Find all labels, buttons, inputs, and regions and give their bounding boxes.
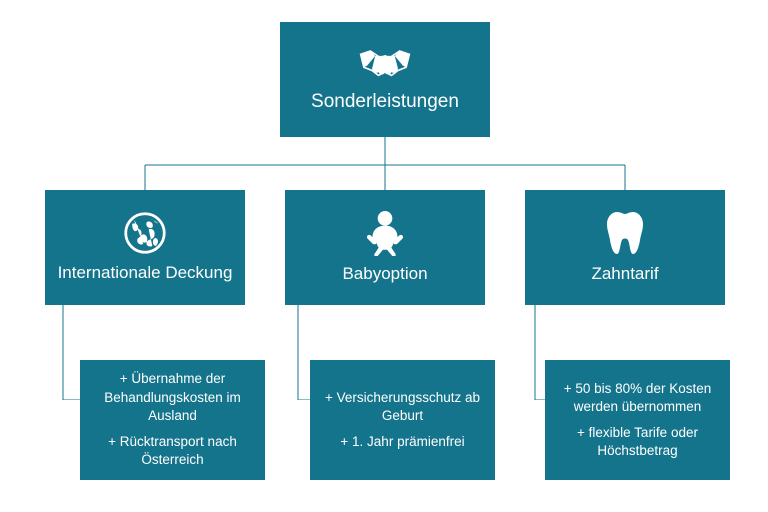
category-box-baby: Babyoption <box>285 190 485 305</box>
detail-item: + Übernahme der Behandlungskosten im Aus… <box>88 370 257 425</box>
detail-box-dental: + 50 bis 80% der Kosten werden übernomme… <box>545 360 730 480</box>
detail-item: + Rücktransport nach Österreich <box>88 433 257 469</box>
category-box-international: Internationale Deckung <box>45 190 245 305</box>
baby-icon <box>364 210 406 256</box>
globe-icon <box>123 211 167 255</box>
category-label: Babyoption <box>342 264 427 284</box>
category-label: Zahntarif <box>591 264 658 284</box>
detail-item: + 50 bis 80% der Kosten werden übernomme… <box>553 380 722 416</box>
root-label: Sonderleistungen <box>311 91 459 113</box>
detail-item: + Versicherungsschutz ab Geburt <box>318 389 487 425</box>
detail-item: + flexible Tarife oder Höchstbetrag <box>553 424 722 460</box>
handshake-icon <box>359 47 411 81</box>
category-box-dental: Zahntarif <box>525 190 725 305</box>
tooth-icon <box>605 210 645 256</box>
detail-item: + 1. Jahr prämienfrei <box>340 433 464 451</box>
root-box: Sonderleistungen <box>280 22 490 137</box>
category-label: Internationale Deckung <box>58 263 233 283</box>
detail-box-international: + Übernahme der Behandlungskosten im Aus… <box>80 360 265 480</box>
detail-box-baby: + Versicherungsschutz ab Geburt + 1. Jah… <box>310 360 495 480</box>
